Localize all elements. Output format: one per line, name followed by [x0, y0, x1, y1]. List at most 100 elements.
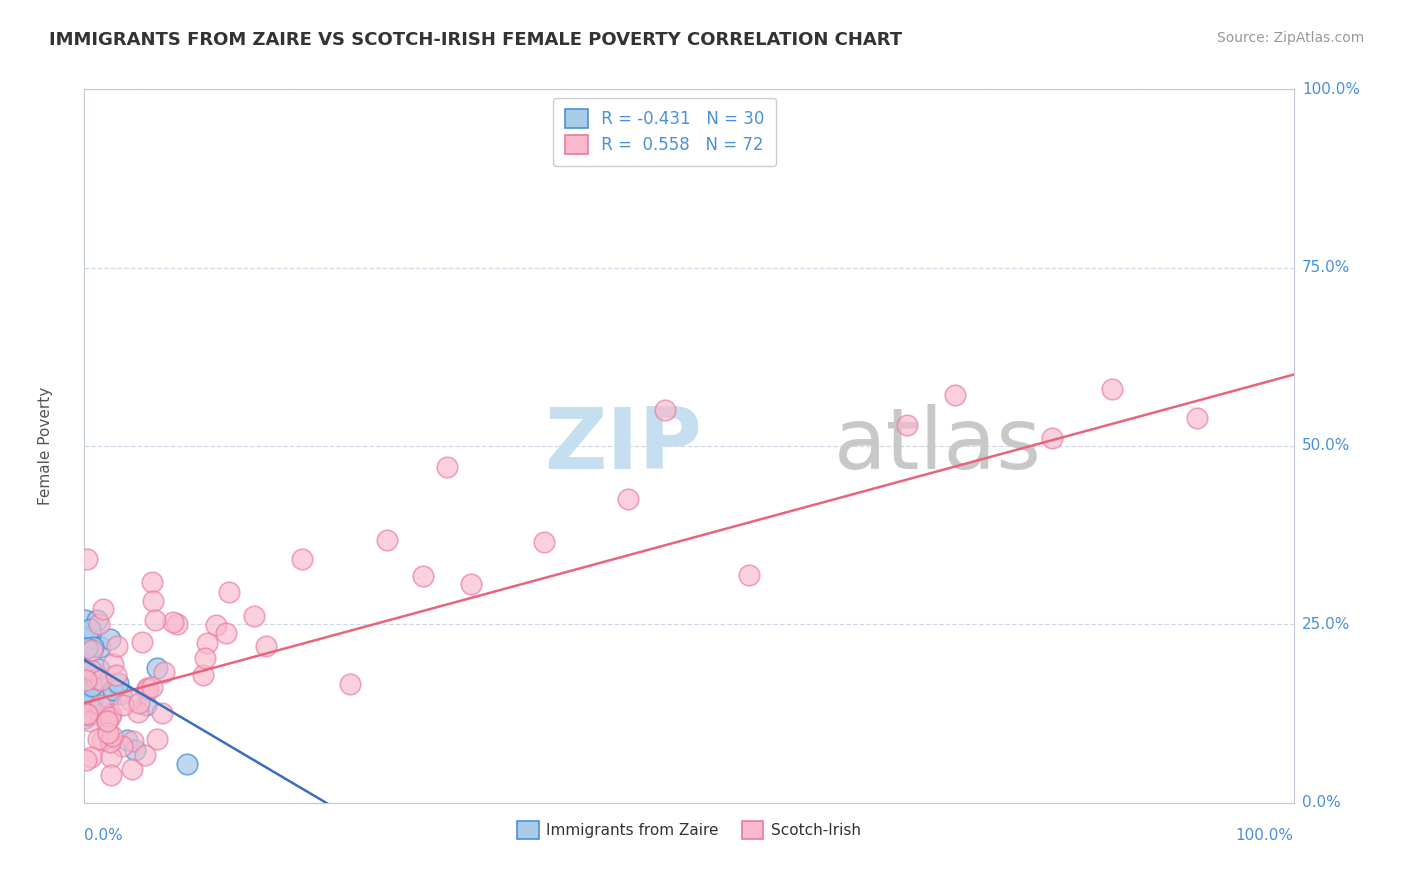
Point [86, 614, 108, 628]
Point [1101, 382, 1123, 396]
Point [153, 665, 176, 680]
Point [218, 585, 240, 599]
Point [103, 683, 125, 698]
Point [87, 731, 110, 746]
Text: Source: ZipAtlas.com: Source: ZipAtlas.com [1216, 31, 1364, 45]
Point [110, 687, 132, 701]
Point [105, 639, 128, 653]
Point [112, 698, 135, 712]
Point [141, 681, 163, 695]
Point [76, 641, 98, 656]
Text: IMMIGRANTS FROM ZAIRE VS SCOTCH-IRISH FEMALE POVERTY CORRELATION CHART: IMMIGRANTS FROM ZAIRE VS SCOTCH-IRISH FE… [49, 31, 903, 49]
Point [738, 568, 761, 582]
Point [89, 640, 111, 655]
Point [111, 739, 134, 754]
Point [84, 672, 107, 686]
Point [205, 618, 228, 632]
Point [143, 613, 166, 627]
Point [1040, 431, 1063, 445]
Text: 25.0%: 25.0% [1302, 617, 1350, 632]
Point [79, 622, 101, 636]
Point [195, 636, 218, 650]
Point [80, 696, 103, 710]
Point [73, 640, 96, 655]
Point [166, 617, 188, 632]
Point [89, 707, 111, 722]
Point [100, 735, 122, 749]
Point [118, 692, 141, 706]
Point [1185, 411, 1208, 425]
Point [122, 734, 145, 748]
Point [80, 643, 103, 657]
Point [375, 533, 398, 548]
Point [100, 750, 122, 764]
Point [215, 626, 238, 640]
Point [75, 673, 97, 688]
Point [89, 698, 111, 712]
Point [242, 609, 264, 624]
Point [76, 552, 98, 566]
Point [134, 747, 156, 762]
Point [73, 662, 96, 676]
Point [100, 729, 122, 743]
Point [194, 651, 217, 665]
Point [82, 640, 104, 654]
Point [943, 388, 966, 402]
Point [121, 762, 143, 776]
Point [896, 418, 918, 433]
Legend: Immigrants from Zaire, Scotch-Irish: Immigrants from Zaire, Scotch-Irish [512, 815, 866, 845]
Point [533, 535, 555, 549]
Point [76, 706, 98, 720]
Text: atlas: atlas [834, 404, 1042, 488]
Point [79, 667, 101, 681]
Point [97, 690, 120, 705]
Point [436, 460, 458, 475]
Point [76, 707, 98, 722]
Point [76, 685, 98, 699]
Point [97, 726, 120, 740]
Text: 75.0%: 75.0% [1302, 260, 1350, 275]
Point [115, 733, 138, 747]
Point [146, 661, 169, 675]
Point [191, 668, 214, 682]
Point [98, 632, 121, 646]
Point [412, 569, 434, 583]
Point [150, 706, 173, 721]
Point [98, 710, 121, 724]
Point [80, 669, 103, 683]
Point [76, 706, 98, 721]
Point [75, 753, 97, 767]
Point [89, 616, 111, 631]
Point [76, 630, 98, 644]
Point [91, 732, 114, 747]
Point [96, 714, 118, 728]
Point [107, 676, 129, 690]
Point [79, 714, 101, 728]
Text: ZIP: ZIP [544, 404, 702, 488]
Text: 100.0%: 100.0% [1302, 82, 1360, 96]
Point [135, 698, 157, 712]
Text: 0.0%: 0.0% [1302, 796, 1340, 810]
Point [104, 668, 127, 682]
Point [75, 613, 97, 627]
Point [96, 713, 118, 727]
Text: 0.0%: 0.0% [84, 828, 124, 843]
Point [90, 673, 112, 688]
Text: 100.0%: 100.0% [1236, 828, 1294, 843]
Point [91, 602, 114, 616]
Point [77, 698, 100, 713]
Point [128, 696, 150, 710]
Point [136, 681, 159, 696]
Point [101, 657, 124, 672]
Point [131, 635, 153, 649]
Text: 50.0%: 50.0% [1302, 439, 1350, 453]
Point [460, 577, 482, 591]
Point [176, 757, 198, 772]
Point [75, 711, 97, 725]
Point [80, 679, 103, 693]
Point [617, 492, 640, 507]
Point [100, 707, 122, 722]
Point [654, 403, 676, 417]
Point [80, 669, 103, 683]
Point [162, 615, 184, 630]
